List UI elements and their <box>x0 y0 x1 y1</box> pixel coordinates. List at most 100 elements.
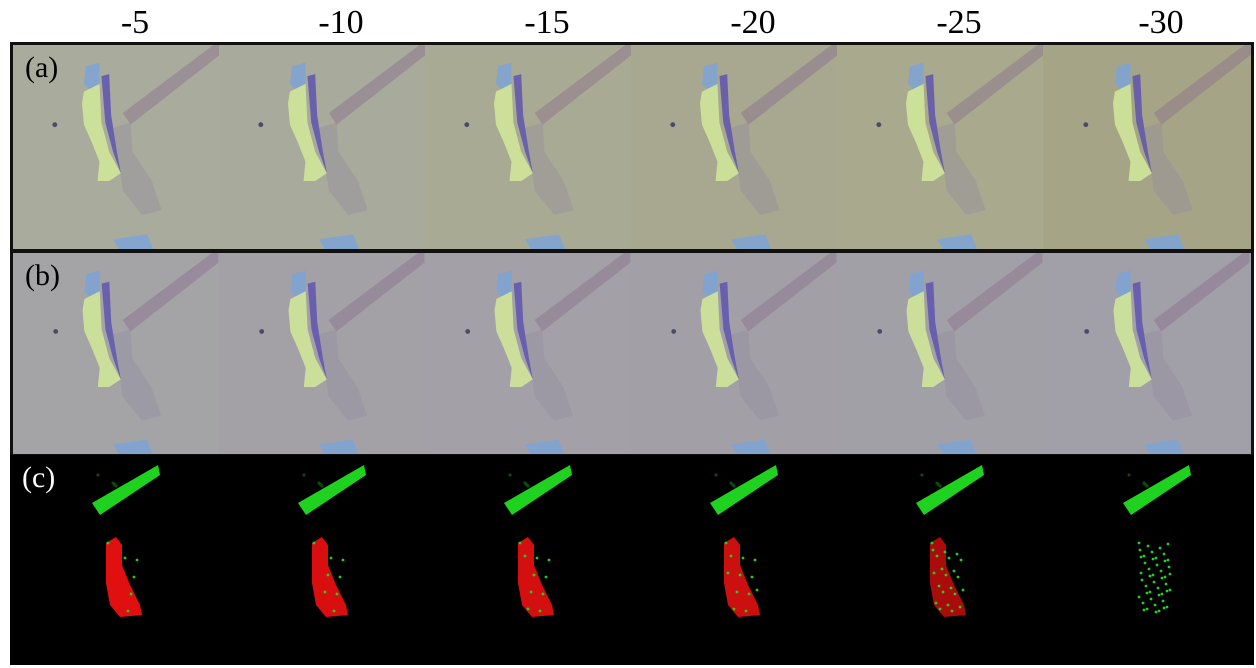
flake-yellow <box>494 83 533 181</box>
micrograph-tile <box>1040 455 1248 665</box>
green-speckle <box>1127 473 1131 477</box>
flake-yellow <box>82 291 121 387</box>
green-speckle <box>747 592 751 596</box>
dust-dot <box>1084 329 1090 334</box>
micrograph-tile <box>216 455 422 665</box>
flake-yellow <box>288 83 327 181</box>
green-speckle <box>724 541 728 545</box>
ribbon <box>122 45 219 125</box>
green-speckle <box>937 584 941 588</box>
green-speckle <box>935 554 939 558</box>
column-label: -25 <box>936 4 982 41</box>
flake-blue-bottom <box>937 439 977 454</box>
dust-dot <box>465 329 471 334</box>
green-speckle <box>934 601 938 605</box>
flake-strip <box>1132 74 1152 174</box>
tile-graphic <box>52 45 219 249</box>
green-speckle <box>1160 576 1164 580</box>
micrograph-tile <box>1043 253 1251 454</box>
green-speckle <box>953 592 957 596</box>
green-speckle <box>726 571 730 575</box>
green-speckle <box>532 573 536 577</box>
green-speckle <box>338 575 342 579</box>
green-speckle <box>959 558 963 562</box>
green-speckle <box>1153 603 1157 607</box>
green-speckle <box>547 558 551 562</box>
green-speckle <box>326 573 330 577</box>
green-speckle <box>1156 586 1160 590</box>
green-speckle <box>1150 550 1154 554</box>
dust-dot <box>464 122 470 128</box>
green-speckle <box>1157 593 1161 597</box>
green-speckle <box>1142 554 1146 558</box>
green-speckle <box>947 556 951 560</box>
green-speckle <box>1158 546 1162 550</box>
row-b-panel: (b) <box>10 250 1254 457</box>
row-label-c: (c) <box>22 461 56 494</box>
green-region <box>504 465 572 515</box>
dust-dot <box>1083 122 1089 128</box>
micrograph-tile <box>13 253 219 454</box>
tile-graphic <box>1123 465 1191 614</box>
micrograph-tile <box>837 253 1043 454</box>
flake-yellow <box>1113 83 1152 181</box>
green-speckle <box>1164 582 1168 586</box>
flake-blue-bottom <box>319 439 359 454</box>
column-label: -15 <box>524 4 570 41</box>
green-speckle <box>956 575 960 579</box>
green-speckle <box>1139 555 1143 559</box>
flake-shadow <box>319 329 367 421</box>
flake-blue-top <box>1114 62 1131 92</box>
green-speckle <box>538 609 542 613</box>
flake-yellow <box>494 291 533 387</box>
green-speckle <box>1155 563 1159 567</box>
green-speckle <box>961 588 965 592</box>
flake-shadow <box>1144 329 1192 421</box>
green-speckle <box>523 481 527 485</box>
flake-shadow <box>1144 122 1193 215</box>
red-region <box>724 537 760 617</box>
tile-graphic <box>53 253 219 454</box>
flake-blue-top <box>702 270 718 299</box>
green-speckle <box>955 552 959 556</box>
green-speckle <box>317 481 321 485</box>
row-a-panel: (a) <box>10 42 1254 252</box>
green-speckle <box>1168 572 1172 576</box>
green-speckle <box>1140 578 1144 582</box>
green-speckle <box>1143 561 1147 565</box>
flake-blue-top <box>84 270 100 299</box>
tile-graphic <box>877 253 1043 454</box>
dust-dot <box>877 329 883 334</box>
flake-strip <box>1132 281 1152 380</box>
green-speckle <box>535 556 539 560</box>
flake-blue-bottom <box>525 439 565 454</box>
dust-dot <box>670 122 676 128</box>
flake-shadow <box>525 329 573 421</box>
green-speckle <box>341 558 345 562</box>
column-label: -30 <box>1138 4 1184 41</box>
green-speckle <box>129 592 133 596</box>
micrograph-tile <box>628 455 834 665</box>
micrograph-tile <box>422 455 628 665</box>
column-label: -5 <box>120 4 150 41</box>
flake-shadow <box>113 329 161 421</box>
green-speckle <box>523 554 527 558</box>
green-region <box>92 465 160 515</box>
dust-dot <box>53 329 59 334</box>
green-speckle <box>1151 573 1155 577</box>
green-speckle <box>935 481 939 485</box>
micrograph-tile <box>631 45 837 249</box>
micrograph-tile <box>10 455 216 665</box>
flake-blue-top <box>907 62 924 92</box>
flake-shadow <box>525 122 574 215</box>
flake-blue-bottom <box>319 234 360 249</box>
green-speckle <box>541 592 545 596</box>
green-speckle <box>1146 544 1150 548</box>
green-speckle <box>738 573 742 577</box>
green-speckle <box>96 473 100 477</box>
micrograph-tile <box>219 45 425 249</box>
green-speckle <box>930 541 934 545</box>
green-speckle <box>744 609 748 613</box>
green-speckle <box>1165 605 1169 609</box>
green-speckle <box>1166 542 1170 546</box>
